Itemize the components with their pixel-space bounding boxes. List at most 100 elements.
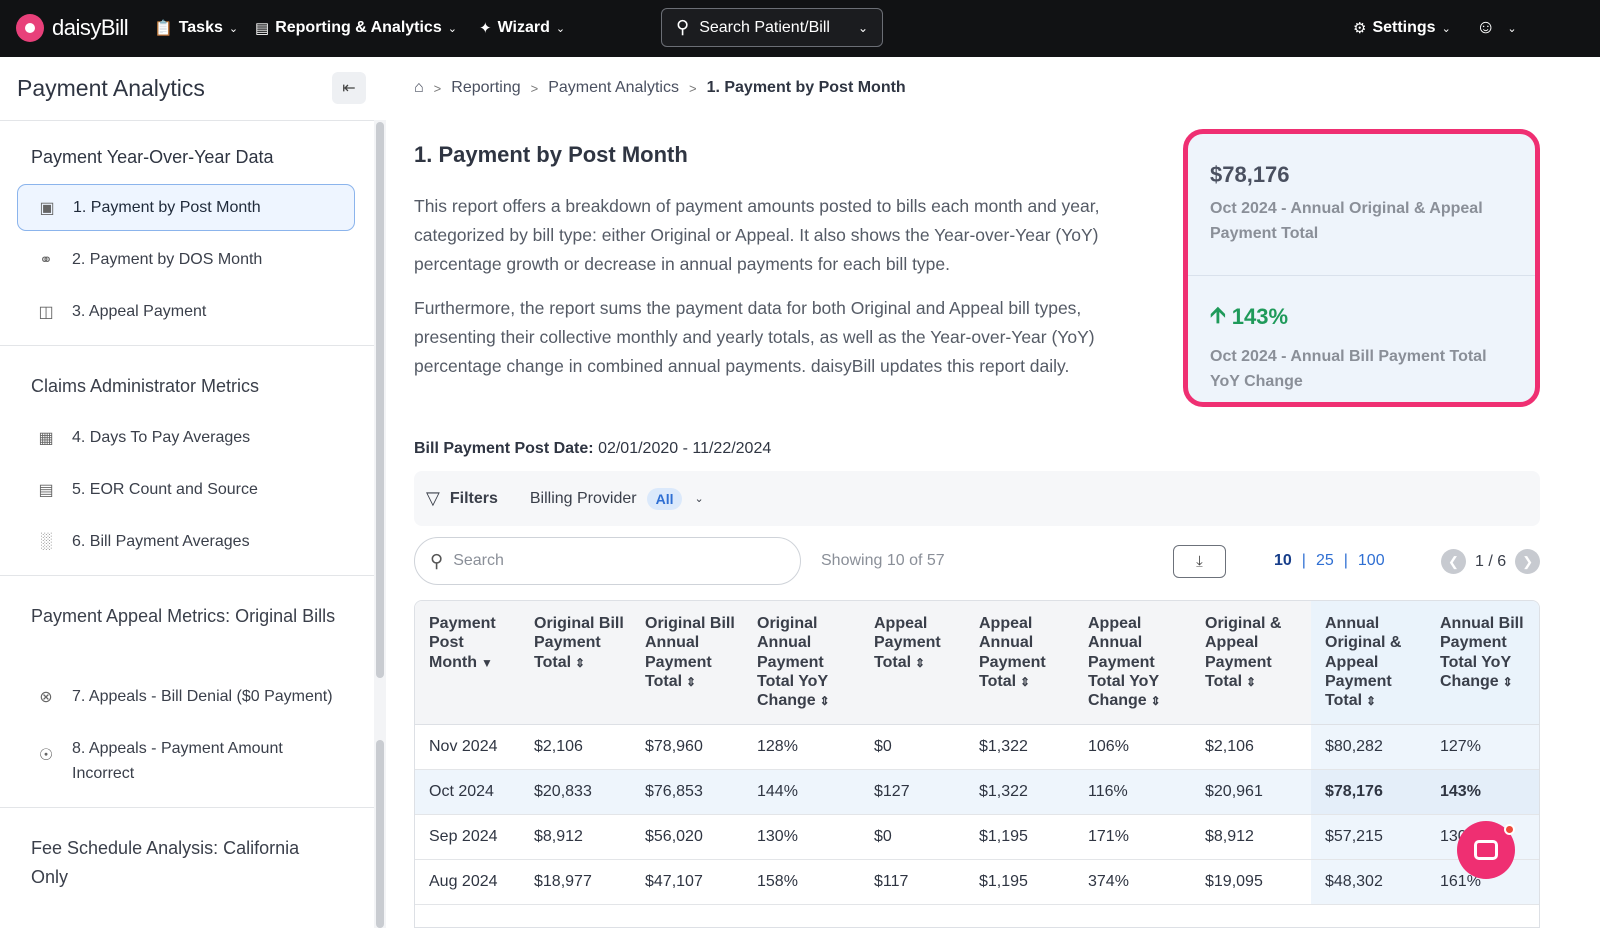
sidebar-item-eor-count[interactable]: ▤ 5. EOR Count and Source bbox=[17, 466, 355, 513]
nav-settings[interactable]: ⚙ Settings ⌄ bbox=[1353, 16, 1451, 40]
sidebar-item-appeals-bill-denial[interactable]: ⊗ 7. Appeals - Bill Denial ($0 Payment) bbox=[17, 673, 355, 720]
collapse-left-icon: ⇤ bbox=[342, 80, 356, 97]
table-cell: 127% bbox=[1426, 724, 1539, 771]
table-cell: 128% bbox=[743, 724, 860, 771]
sidebar-item-days-to-pay[interactable]: ▦ 4. Days To Pay Averages bbox=[17, 414, 355, 461]
column-header[interactable]: Annual Original & Appeal Payment Total ⇕ bbox=[1311, 601, 1426, 726]
sidebar-item-appeal-payment[interactable]: ◫ 3. Appeal Payment bbox=[17, 288, 355, 335]
nav-wizard[interactable]: ✦ Wizard ⌄ bbox=[479, 16, 565, 40]
table-cell: 144% bbox=[743, 769, 860, 816]
report-description-2: Furthermore, the report sums the payment… bbox=[414, 298, 1095, 376]
table-cell: $76,853 bbox=[631, 769, 743, 816]
nav-tasks-label: Tasks bbox=[178, 19, 223, 36]
kpi-label: Oct 2024 - Annual Bill Payment Total YoY… bbox=[1210, 348, 1487, 390]
kpi-annual-total: $78,176 Oct 2024 - Annual Original & App… bbox=[1210, 162, 1520, 246]
chevron-down-icon: ⌄ bbox=[447, 22, 457, 35]
sidebar-item-payment-by-dos-month[interactable]: ⚭ 2. Payment by DOS Month bbox=[17, 236, 355, 283]
billing-provider-label[interactable]: Billing Provider bbox=[529, 489, 637, 507]
wand-icon: ✦ bbox=[479, 20, 492, 37]
column-header[interactable]: Original Bill Annual Payment Total ⇕ bbox=[631, 601, 743, 726]
page-size-25[interactable]: 25 bbox=[1315, 552, 1334, 569]
next-page-button[interactable]: ❯ bbox=[1515, 549, 1541, 574]
chevron-down-icon[interactable]: ⌄ bbox=[694, 493, 704, 505]
separator: | bbox=[1343, 552, 1348, 569]
sort-icon: ⇕ bbox=[1246, 674, 1257, 689]
table-cell: Oct 2024 bbox=[415, 769, 520, 816]
date-range-label: Bill Payment Post Date: bbox=[414, 440, 594, 457]
sidebar-item-bill-payment-averages[interactable]: ░ 6. Bill Payment Averages bbox=[17, 518, 355, 565]
table-cell: $18,977 bbox=[520, 859, 631, 906]
notification-dot bbox=[1504, 824, 1515, 835]
divider bbox=[0, 120, 374, 121]
user-menu[interactable]: ☺ ⌄ bbox=[1476, 16, 1517, 40]
nav-reporting[interactable]: ▤ Reporting & Analytics ⌄ bbox=[255, 16, 457, 40]
sort-icon: ⇕ bbox=[915, 655, 926, 670]
sidebar-item-payment-by-post-month[interactable]: ▣ 1. Payment by Post Month bbox=[17, 184, 355, 231]
kpi-yoy-change: 🡩 143% Oct 2024 - Annual Bill Payment To… bbox=[1210, 298, 1520, 394]
chevron-right-icon: > bbox=[433, 80, 442, 96]
document-icon: ▤ bbox=[38, 481, 54, 499]
table-cell: $78,176 bbox=[1311, 769, 1426, 816]
chevron-down-icon: ⌄ bbox=[857, 20, 868, 35]
download-button[interactable]: ⤓ bbox=[1173, 545, 1226, 578]
breadcrumb-current: 1. Payment by Post Month bbox=[706, 79, 906, 96]
table-cell: 158% bbox=[743, 859, 860, 906]
daisybill-logo[interactable]: daisyBill bbox=[16, 13, 129, 43]
column-header[interactable]: Appeal Payment Total ⇕ bbox=[860, 601, 965, 726]
breadcrumb-reporting[interactable]: Reporting bbox=[451, 79, 521, 96]
table-cell: $1,322 bbox=[965, 724, 1074, 771]
column-header[interactable]: Appeal Annual Payment Total YoY Change ⇕ bbox=[1074, 601, 1191, 726]
breadcrumb-payment-analytics[interactable]: Payment Analytics bbox=[548, 79, 679, 96]
divider bbox=[1188, 275, 1535, 276]
home-icon[interactable]: ⌂ bbox=[414, 79, 424, 96]
showing-count: Showing 10 of 57 bbox=[821, 552, 945, 569]
sidebar-scrollbar[interactable] bbox=[374, 120, 386, 928]
column-header[interactable]: Original Annual Payment Total YoY Change… bbox=[743, 601, 860, 726]
table-cell: Nov 2024 bbox=[415, 724, 520, 771]
doc-search-icon: ◫ bbox=[38, 303, 54, 321]
prev-page-button[interactable]: ❮ bbox=[1441, 549, 1466, 574]
table-cell: $2,106 bbox=[520, 724, 631, 771]
table-row[interactable]: Nov 2024 $2,106 $78,960 128% $0 $1,322 1… bbox=[415, 724, 1539, 771]
column-header[interactable]: Original & Appeal Payment Total ⇕ bbox=[1191, 601, 1311, 726]
kpi-label: Oct 2024 - Annual Original & Appeal Paym… bbox=[1210, 200, 1483, 242]
column-header[interactable]: Annual Bill Payment Total YoY Change ⇕ bbox=[1426, 601, 1539, 726]
table-cell: $8,912 bbox=[520, 814, 631, 861]
column-header[interactable]: Payment Post Month ▼ bbox=[415, 601, 520, 726]
column-header[interactable]: Appeal Annual Payment Total ⇕ bbox=[965, 601, 1074, 726]
sidebar-item-appeals-payment-incorrect[interactable]: ☉ 8. Appeals - Payment Amount Incorrect bbox=[17, 732, 355, 788]
table-cell: 374% bbox=[1074, 859, 1191, 906]
page-size-10[interactable]: 10 bbox=[1274, 552, 1292, 569]
column-header[interactable]: Original Bill Payment Total ⇕ bbox=[520, 601, 631, 726]
chevron-down-icon: ⌄ bbox=[555, 22, 566, 35]
table-cell: $20,833 bbox=[520, 769, 631, 816]
collapse-sidebar-button[interactable]: ⇤ bbox=[332, 72, 366, 104]
page-size-100[interactable]: 100 bbox=[1357, 552, 1385, 569]
date-range-value: 02/01/2020 - 11/22/2024 bbox=[598, 440, 772, 457]
report-icon: ▤ bbox=[255, 20, 270, 37]
kpi-value-row: 🡩 143% bbox=[1210, 298, 1520, 336]
table-row-highlighted[interactable]: Oct 2024 $20,833 $76,853 144% $127 $1,32… bbox=[415, 769, 1539, 816]
table-row[interactable]: Aug 2024 $18,977 $47,107 158% $117 $1,19… bbox=[415, 859, 1539, 906]
patient-bill-search[interactable]: ⚲ Search Patient/Bill ⌄ bbox=[661, 8, 883, 47]
scrollbar-thumb-lower[interactable] bbox=[376, 740, 384, 928]
page-title: 1. Payment by Post Month bbox=[414, 142, 688, 167]
chevron-right-icon: ❯ bbox=[1522, 553, 1534, 569]
top-navbar: daisyBill 📋 Tasks ⌄ ▤ Reporting & Analyt… bbox=[0, 0, 1600, 57]
scrollbar-thumb[interactable] bbox=[376, 122, 384, 678]
billing-provider-value[interactable]: All bbox=[646, 487, 683, 510]
nav-settings-label: Settings bbox=[1372, 19, 1436, 36]
filter-icon: ▽ bbox=[426, 488, 440, 508]
nav-wizard-label: Wizard bbox=[497, 19, 550, 36]
chevron-right-icon: > bbox=[530, 80, 539, 96]
table-cell: $0 bbox=[860, 814, 965, 861]
table-row[interactable]: Sep 2024 $8,912 $56,020 130% $0 $1,195 1… bbox=[415, 814, 1539, 861]
table-search-input[interactable]: ⚲ Search bbox=[414, 537, 801, 585]
dollar-doc-icon: ▣ bbox=[39, 199, 55, 217]
table-cell: $48,302 bbox=[1311, 859, 1426, 906]
sidebar-item-label: 7. Appeals - Bill Denial ($0 Payment) bbox=[72, 687, 333, 705]
gear-icon: ⚙ bbox=[1353, 20, 1367, 37]
table-cell: Sep 2024 bbox=[415, 814, 520, 861]
nav-tasks[interactable]: 📋 Tasks ⌄ bbox=[154, 16, 238, 40]
divider bbox=[0, 807, 374, 808]
